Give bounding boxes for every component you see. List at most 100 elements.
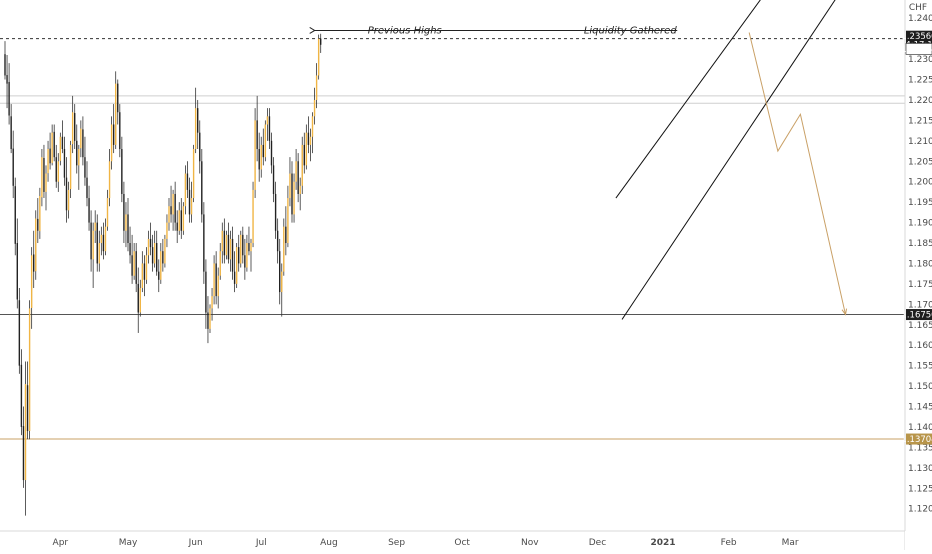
candle-body — [39, 196, 41, 232]
candle-body — [219, 251, 221, 276]
candle-body — [59, 136, 62, 161]
candle-body — [74, 113, 76, 141]
candle-body — [305, 132, 308, 166]
candle-body — [262, 144, 264, 158]
candle-body — [53, 131, 55, 158]
candle-body — [242, 234, 244, 256]
candle-body — [203, 214, 205, 272]
candle-body — [141, 263, 144, 288]
candle-body — [20, 364, 23, 427]
candle-body — [221, 230, 223, 252]
candle-body — [260, 144, 262, 170]
candle-body — [283, 226, 285, 272]
candle-body — [307, 132, 310, 145]
candle-body — [49, 148, 51, 164]
y-tick-label: 1.24000 — [908, 14, 932, 24]
x-tick-label: Oct — [454, 538, 470, 548]
x-tick-label: Apr — [53, 538, 69, 548]
y-tick-label: 1.22000 — [908, 96, 932, 106]
candle-body — [201, 161, 203, 215]
y-tick-label: 1.16000 — [908, 341, 932, 351]
candle-body — [301, 144, 303, 186]
candle-body — [264, 124, 267, 158]
y-tick-label: 1.16500 — [908, 321, 932, 331]
candle-body — [149, 238, 152, 248]
y-tick-label: 1.18500 — [908, 239, 932, 249]
x-tick-label: Sep — [388, 538, 405, 548]
x-tick-label: Jun — [188, 538, 203, 548]
candle-body — [279, 251, 281, 293]
candle-body — [145, 255, 148, 280]
y-tick-label: 1.15500 — [908, 362, 932, 372]
candle-body — [217, 275, 219, 297]
candle-body — [125, 214, 127, 231]
y-tick-label: 1.20500 — [908, 157, 932, 167]
candle-body — [299, 185, 301, 194]
candle-body — [254, 120, 256, 190]
candle-body — [63, 149, 66, 178]
y-tick-label: 1.19500 — [908, 198, 932, 208]
candle-body — [92, 230, 94, 260]
candle-body — [274, 193, 277, 231]
projection-path — [748, 32, 848, 316]
candle-body — [199, 132, 201, 162]
candle-body — [233, 271, 236, 284]
candle-body — [244, 255, 246, 268]
candle-body — [190, 198, 193, 215]
candle-body — [45, 173, 47, 192]
candle-body — [311, 116, 314, 137]
candle-body — [82, 129, 84, 158]
candle-body — [270, 140, 273, 166]
candle-body — [287, 198, 289, 244]
price-tag-text-4: 1.13704 — [901, 435, 932, 445]
projection-line — [748, 32, 846, 315]
candle-body — [57, 161, 59, 182]
candle-body — [170, 206, 172, 215]
candle-body — [98, 243, 100, 264]
candle-body — [235, 247, 238, 284]
candle-body — [209, 308, 211, 329]
candle-body — [4, 54, 6, 76]
candle-body — [156, 243, 158, 272]
channel-upper-line — [615, 0, 761, 199]
candle-body — [43, 158, 45, 192]
candle-body — [30, 255, 33, 309]
candle-body — [123, 193, 125, 231]
candle-body — [276, 230, 279, 252]
candle-body — [153, 243, 156, 264]
candle-body — [137, 283, 139, 313]
y-tick-label: 1.20000 — [908, 178, 932, 188]
candle-body — [106, 198, 109, 227]
candle-body — [162, 251, 164, 264]
candle-body — [55, 157, 57, 182]
candle-body — [139, 287, 141, 313]
candle-body — [293, 181, 295, 215]
candle-body — [22, 426, 25, 481]
x-tick-label: May — [119, 538, 138, 548]
candle-body — [207, 312, 209, 329]
candle-body — [291, 173, 293, 215]
price-tag-text-3: 1.16750 — [901, 311, 932, 321]
price-tag-4 — [906, 433, 932, 445]
candle-body — [289, 173, 291, 199]
price-tag-text-2: 1.23354 — [901, 45, 932, 55]
price-tag-0 — [906, 30, 932, 42]
candle-body — [303, 144, 305, 166]
price-axis-ticks: 1.240001.235001.230001.225001.220001.215… — [908, 14, 932, 514]
y-tick-label: 1.17500 — [908, 280, 932, 290]
candle-body — [281, 271, 283, 293]
time-axis-ticks: Apr May Jun Jul Aug Sep Oct Nov Dec 2021 Feb Mar — [53, 538, 799, 548]
candle-body — [28, 308, 31, 432]
candle-body — [315, 75, 318, 100]
candle-body — [86, 177, 88, 199]
candle-body — [117, 83, 119, 113]
candle-body — [112, 124, 115, 145]
candle-body — [67, 189, 70, 211]
y-tick-label: 1.18000 — [908, 259, 932, 269]
candle-body — [76, 140, 78, 166]
candle-body — [78, 149, 80, 166]
y-tick-label: 1.14000 — [908, 423, 932, 433]
candle-body — [172, 193, 174, 215]
